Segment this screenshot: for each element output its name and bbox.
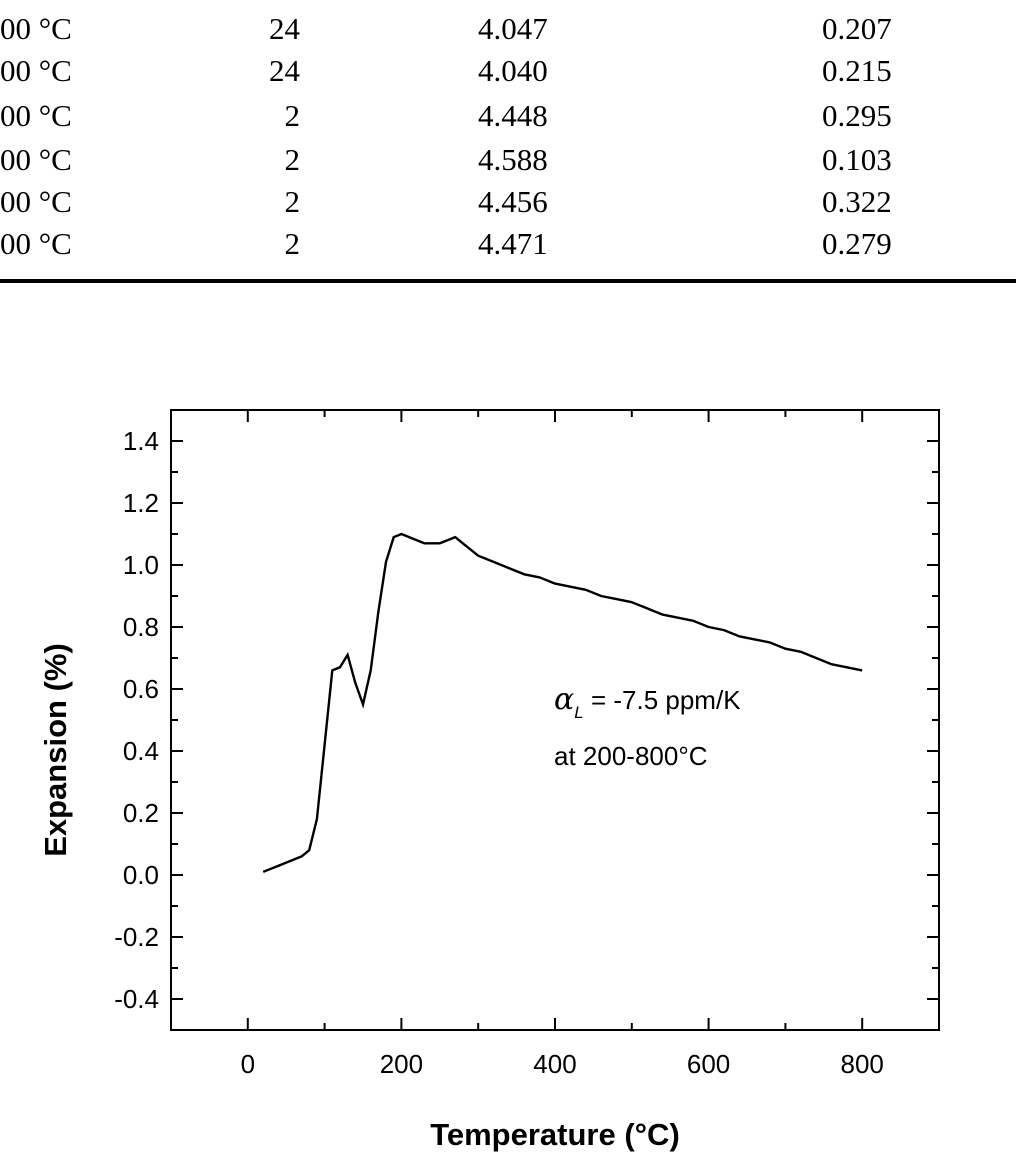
plot-border xyxy=(170,409,940,1031)
table-cell: 4.448 xyxy=(478,98,548,133)
x-tick-label: 400 xyxy=(533,1049,576,1079)
expansion-chart: 0 200 400 600 800 -0.4 -0.2 0.0 0.2 0.4 0.6 0.8 1.0 1… xyxy=(38,409,940,1152)
table-cell: 00 °C xyxy=(0,226,72,261)
table-row: 00 °C 24 4.047 0.207 xyxy=(0,8,1027,50)
table-cell: 0.295 xyxy=(822,98,892,133)
table-cell: 0.322 xyxy=(822,184,892,219)
series-line-expansion xyxy=(262,532,863,874)
table-cell: 4.471 xyxy=(478,226,548,261)
svg-text:αL = -7.5 ppm/K: αL = -7.5 ppm/K xyxy=(554,682,741,722)
table-cell: 00 °C xyxy=(0,142,72,177)
alpha-value: = -7.5 ppm/K xyxy=(584,685,741,715)
x-axis-title: Temperature (°C) xyxy=(430,1117,680,1152)
x-tick-label: 800 xyxy=(841,1049,884,1079)
table-cell: 00 °C xyxy=(0,11,72,46)
y-tick-label: 1.0 xyxy=(123,550,159,580)
table-row: 00 °C 2 4.448 0.295 xyxy=(0,95,1027,137)
y-axis-title: Expansion (%) xyxy=(38,643,73,857)
table-row: 00 °C 24 4.040 0.215 xyxy=(0,50,1027,92)
data-table: 00 °C 24 4.047 0.207 00 °C 24 4.040 0.215 00 °C 2… xyxy=(0,0,1027,290)
table-cell: 2 xyxy=(284,184,301,219)
x-tick-label: 600 xyxy=(687,1049,730,1079)
table-cell: 0.279 xyxy=(822,226,892,261)
table-cell: 2 xyxy=(284,226,301,261)
table-cell: 4.588 xyxy=(478,142,548,177)
table-cell: 24 xyxy=(269,11,300,46)
table-cell: 0.103 xyxy=(822,142,892,177)
table-cell: 00 °C xyxy=(0,53,72,88)
annotation-range: at 200-800°C xyxy=(554,741,708,771)
table-cell: 2 xyxy=(284,142,301,177)
y-tick-label: 0.4 xyxy=(123,736,159,766)
y-tick-label: 0.0 xyxy=(123,860,159,890)
table-cell: 4.040 xyxy=(478,53,548,88)
x-tick-label: 0 xyxy=(241,1049,255,1079)
table-cell: 4.047 xyxy=(478,11,548,46)
alpha-symbol: α xyxy=(554,682,574,717)
annotation-alpha: αL = -7.5 ppm/K at 200-800°C xyxy=(554,682,741,771)
y-tick-label: 0.6 xyxy=(123,674,159,704)
table-row: 00 °C 2 4.588 0.103 xyxy=(0,139,1027,181)
table-cell: 4.456 xyxy=(478,184,548,219)
table-cell: 00 °C xyxy=(0,98,72,133)
table-bottom-rule xyxy=(0,279,1016,283)
y-tick-label: -0.4 xyxy=(114,984,159,1014)
y-tick-label: 1.4 xyxy=(123,426,159,456)
y-tick-label: 0.2 xyxy=(123,798,159,828)
table-row: 00 °C 2 4.456 0.322 xyxy=(0,181,1027,223)
tick-labels: 0 200 400 600 800 -0.4 -0.2 0.0 0.2 0.4 0.6 0.8 1.0 1… xyxy=(114,426,884,1079)
table-cell: 0.215 xyxy=(822,53,892,88)
y-tick-label: -0.2 xyxy=(114,922,159,952)
x-tick-label: 200 xyxy=(380,1049,423,1079)
table-cell: 00 °C xyxy=(0,184,72,219)
table-cell: 2 xyxy=(284,98,301,133)
plot-frame xyxy=(170,409,940,1031)
table-cell: 0.207 xyxy=(822,11,892,46)
table-row: 00 °C 2 4.471 0.279 xyxy=(0,223,1027,265)
y-tick-label: 1.2 xyxy=(123,488,159,518)
axis-ticks xyxy=(170,409,940,1031)
table-cell: 24 xyxy=(269,53,300,88)
y-tick-label: 0.8 xyxy=(123,612,159,642)
alpha-subscript: L xyxy=(574,703,583,722)
